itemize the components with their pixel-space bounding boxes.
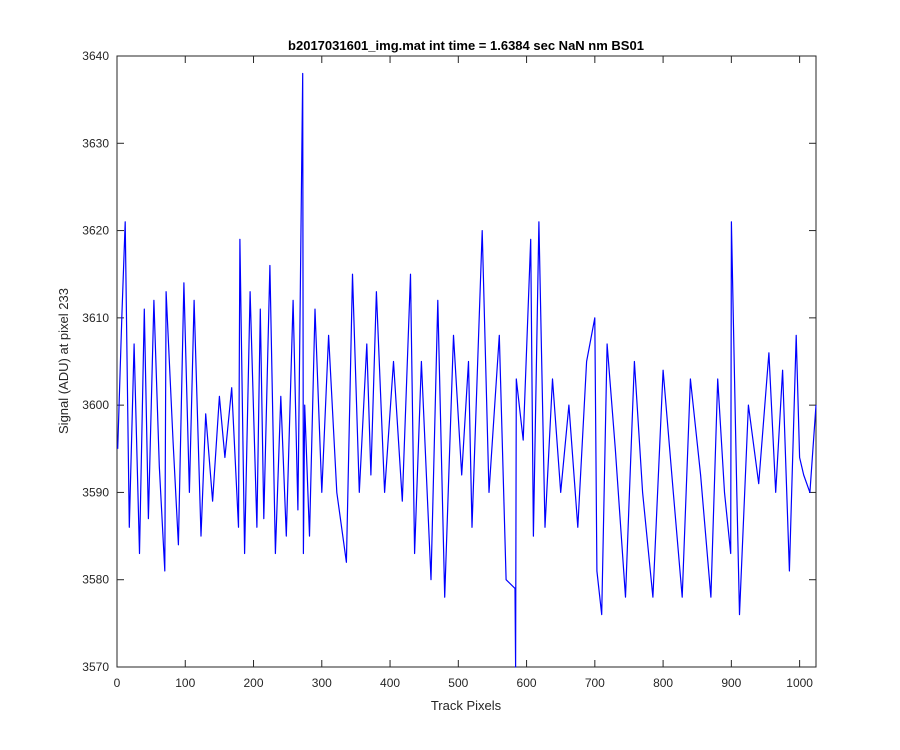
y-axis-ticks: 3570 3580 3590 3600 3610 3620 3630 3640	[82, 49, 816, 674]
x-tick-label: 300	[312, 676, 332, 690]
x-tick-label: 1000	[786, 676, 813, 690]
y-tick-label: 3640	[82, 49, 109, 63]
y-tick-label: 3610	[82, 311, 109, 325]
x-tick-label: 900	[721, 676, 741, 690]
y-tick-label: 3600	[82, 398, 109, 412]
y-tick-label: 3570	[82, 660, 109, 674]
x-tick-label: 500	[448, 676, 468, 690]
y-axis-label: Signal (ADU) at pixel 233	[56, 288, 71, 434]
x-axis-label: Track Pixels	[431, 698, 502, 713]
y-tick-label: 3580	[82, 573, 109, 587]
y-tick-label: 3590	[82, 485, 109, 499]
x-tick-label: 0	[114, 676, 121, 690]
x-tick-label: 800	[653, 676, 673, 690]
x-tick-label: 400	[380, 676, 400, 690]
x-axis-ticks: 0 100 200 300 400 500 600 700 800 900 1000	[114, 56, 813, 690]
x-tick-label: 700	[585, 676, 605, 690]
x-tick-label: 200	[244, 676, 264, 690]
x-tick-label: 100	[175, 676, 195, 690]
series-line	[117, 72, 817, 668]
chart-title: b2017031601_img.mat int time = 1.6384 se…	[288, 38, 644, 53]
y-tick-label: 3620	[82, 224, 109, 238]
x-tick-label: 600	[517, 676, 537, 690]
series-group	[117, 72, 817, 668]
plot-area	[116, 55, 817, 668]
y-tick-label: 3630	[82, 136, 109, 150]
